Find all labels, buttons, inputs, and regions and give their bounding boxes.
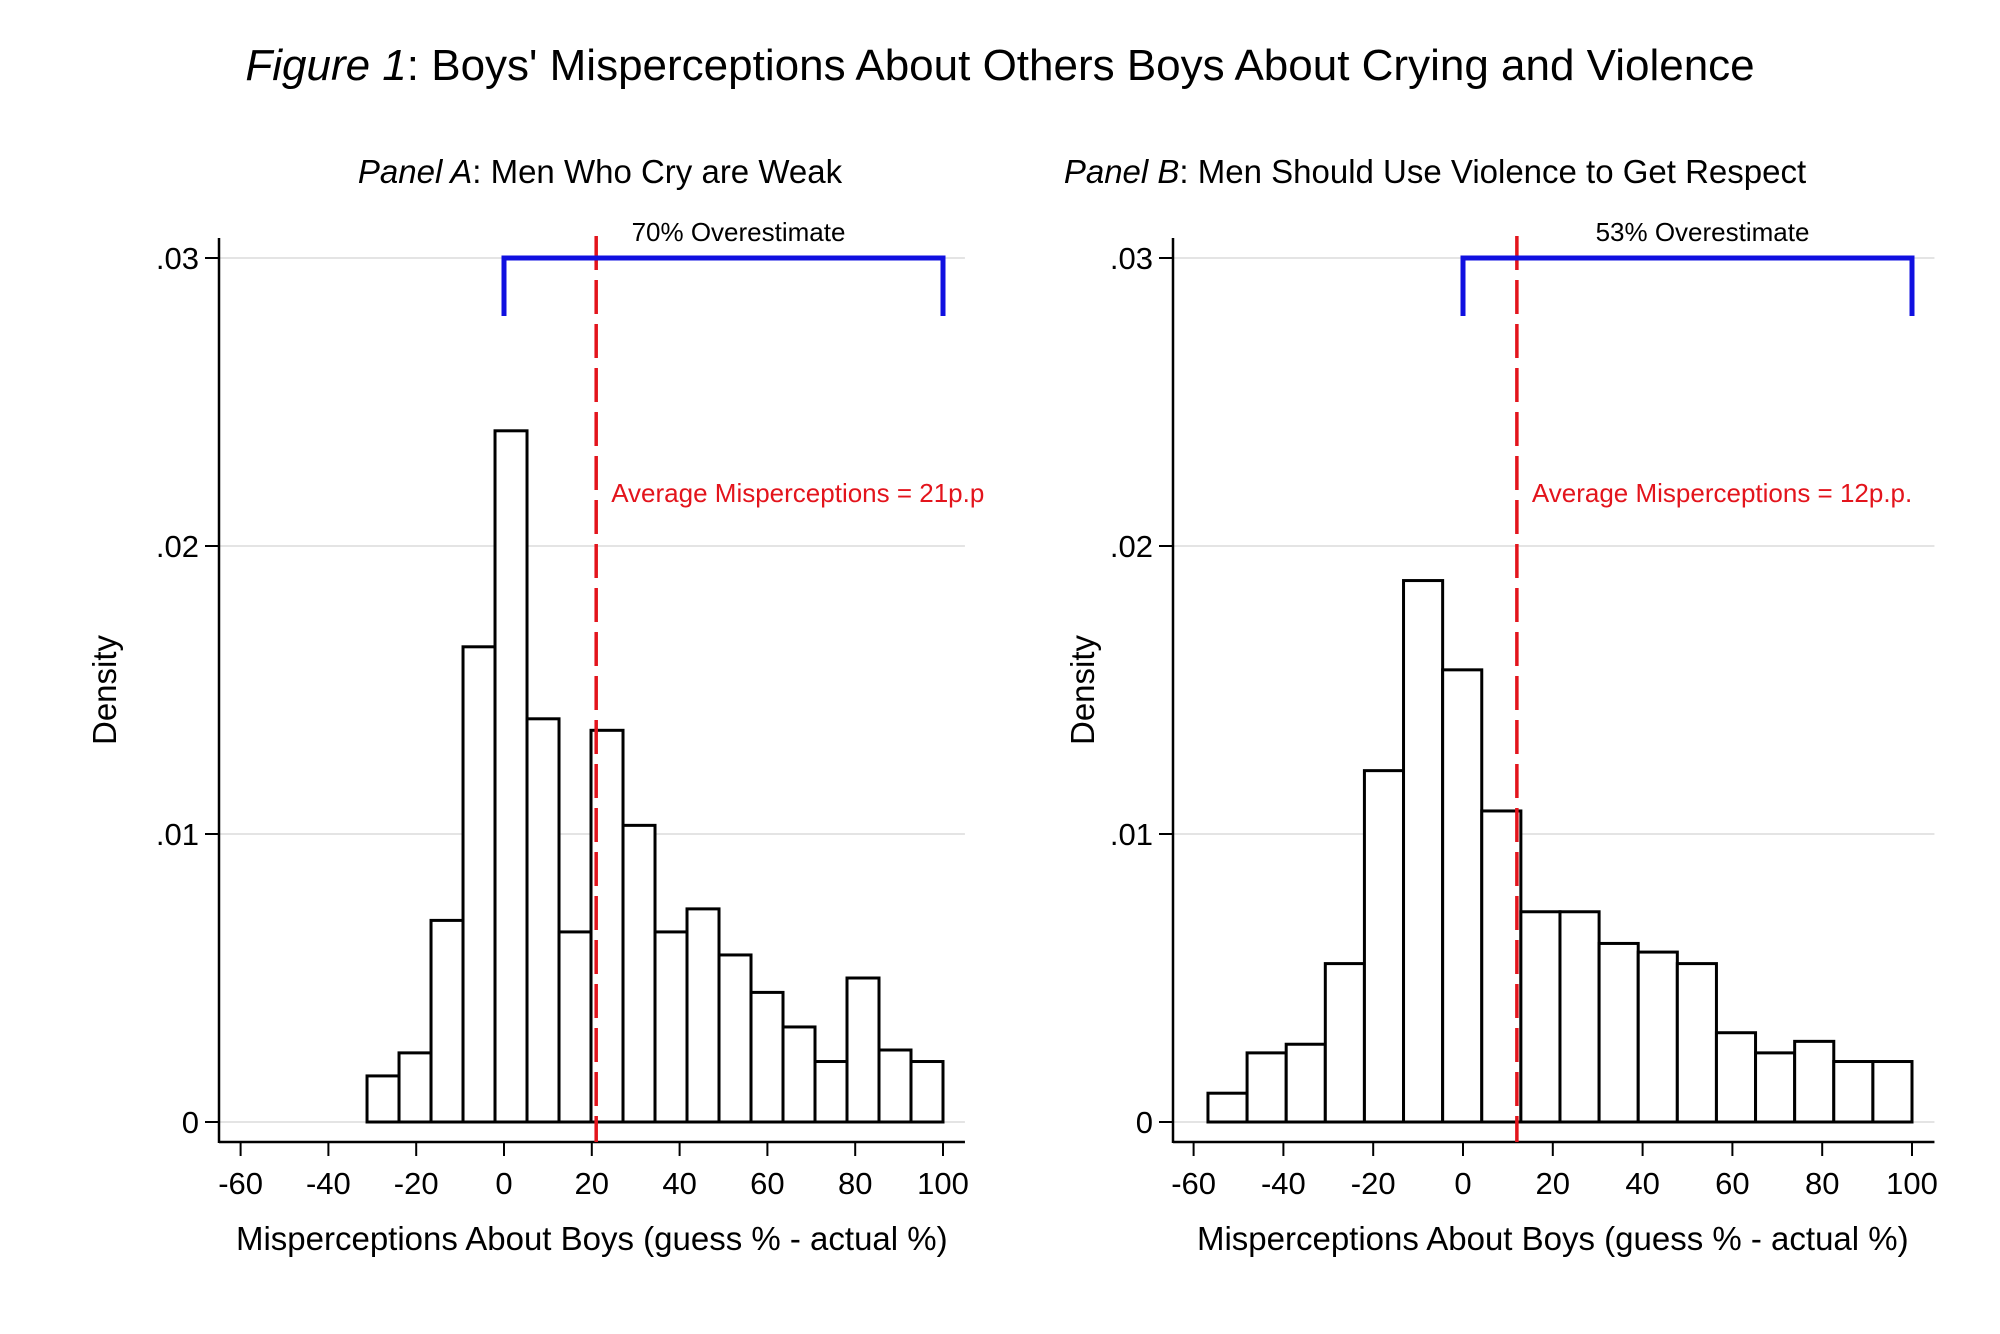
histogram-bar [557,930,593,1124]
panel-title-italic: Panel A [358,153,472,190]
histogram-bar [1519,910,1562,1124]
figure-title-italic: Figure 1 [245,41,406,90]
histogram-bar [781,1025,817,1124]
x-tick-label: 80 [1805,1166,1839,1201]
x-tick-label: -60 [1171,1166,1216,1201]
histogram-bar [397,1051,433,1124]
panel-title-rest: : Men Who Cry are Weak [472,153,842,190]
x-tick-label: 60 [1715,1166,1749,1201]
y-tick-label: .03 [156,241,199,276]
histogram-bar [1832,1060,1875,1124]
histogram-bar [1558,910,1601,1124]
x-tick-label: 0 [1454,1166,1471,1201]
histogram-bar [1675,962,1718,1124]
bracket-label: 70% Overestimate [632,217,846,247]
y-tick-label: .01 [1110,817,1153,852]
histogram-bar [1714,1031,1758,1124]
figure-title-rest: : Boys' Misperceptions About Others Boys… [407,41,1755,90]
histogram-bar [1441,668,1484,1124]
x-tick-label: 80 [838,1166,872,1201]
x-axis-label: Misperceptions About Boys (guess % - act… [1197,1220,1909,1257]
figure-title: Figure 1: Boys' Misperceptions About Oth… [245,41,1754,90]
histogram-bar [1284,1042,1327,1124]
x-tick-label: 60 [750,1166,784,1201]
histogram-bar [365,1074,401,1124]
panel-a: Panel A: Men Who Cry are Weak 0 .01 .02 .03 -… [86,153,984,1257]
histogram-bar [1402,579,1445,1124]
histogram-bar [717,953,753,1124]
y-tick-label: .02 [1110,529,1153,564]
histogram-bar [813,1060,849,1124]
histogram-bar [1323,962,1366,1124]
histogram-bar [1362,769,1406,1124]
y-axis-label: Density [1064,634,1101,745]
x-tick-label: -40 [306,1166,351,1201]
panel-title: Panel B: Men Should Use Violence to Get … [1064,153,1806,190]
histogram-bar [621,823,657,1124]
y-tick-label: .01 [156,817,199,852]
histogram-bar [685,907,721,1124]
mean-line-label: Average Misperceptions = 12p.p. [1532,478,1912,508]
x-axis-label: Misperceptions About Boys (guess % - act… [236,1220,948,1257]
histogram-bar [493,429,529,1124]
y-tick-label: .02 [156,529,199,564]
x-tick-label: 40 [1625,1166,1659,1201]
x-tick-label: -20 [394,1166,439,1201]
histogram-bar [429,918,465,1124]
panel-title-italic: Panel B [1064,153,1180,190]
x-tick-label: 20 [1536,1166,1570,1201]
y-tick-label: 0 [182,1105,199,1140]
histogram-bar [749,990,785,1124]
y-tick-label: 0 [1136,1105,1153,1140]
overestimate-bracket [501,255,946,316]
histogram-bar [1480,809,1523,1124]
histogram-bar [1206,1091,1249,1124]
histogram-bar [1597,941,1640,1124]
x-tick-label: -40 [1261,1166,1306,1201]
panel-title: Panel A: Men Who Cry are Weak [358,153,843,190]
mean-line-label: Average Misperceptions = 21p.p [611,478,984,508]
x-tick-label: 20 [575,1166,609,1201]
histogram-bar [461,645,497,1124]
histogram-bar [845,976,881,1124]
y-tick-label: .03 [1110,241,1153,276]
bracket-label: 53% Overestimate [1596,217,1810,247]
histogram-bar [653,930,689,1124]
overestimate-bracket [1460,255,1915,316]
y-axis-label: Density [86,634,123,745]
histogram-bar [1636,950,1679,1124]
histogram-bar [877,1048,913,1124]
x-tick-label: 40 [662,1166,696,1201]
panel-b: Panel B: Men Should Use Violence to Get … [1064,153,1938,1257]
histogram-bar [1245,1051,1288,1124]
x-tick-label: -60 [218,1166,263,1201]
x-tick-label: 100 [917,1166,969,1201]
x-tick-label: -20 [1351,1166,1396,1201]
panel-title-rest: : Men Should Use Violence to Get Respect [1179,153,1806,190]
x-tick-label: 100 [1886,1166,1938,1201]
histogram-bar [909,1060,945,1124]
histogram-bar [1754,1051,1797,1124]
histogram-bar [1793,1039,1836,1124]
histogram-bar [525,717,561,1124]
histogram-bar [1871,1060,1914,1124]
x-tick-label: 0 [495,1166,512,1201]
